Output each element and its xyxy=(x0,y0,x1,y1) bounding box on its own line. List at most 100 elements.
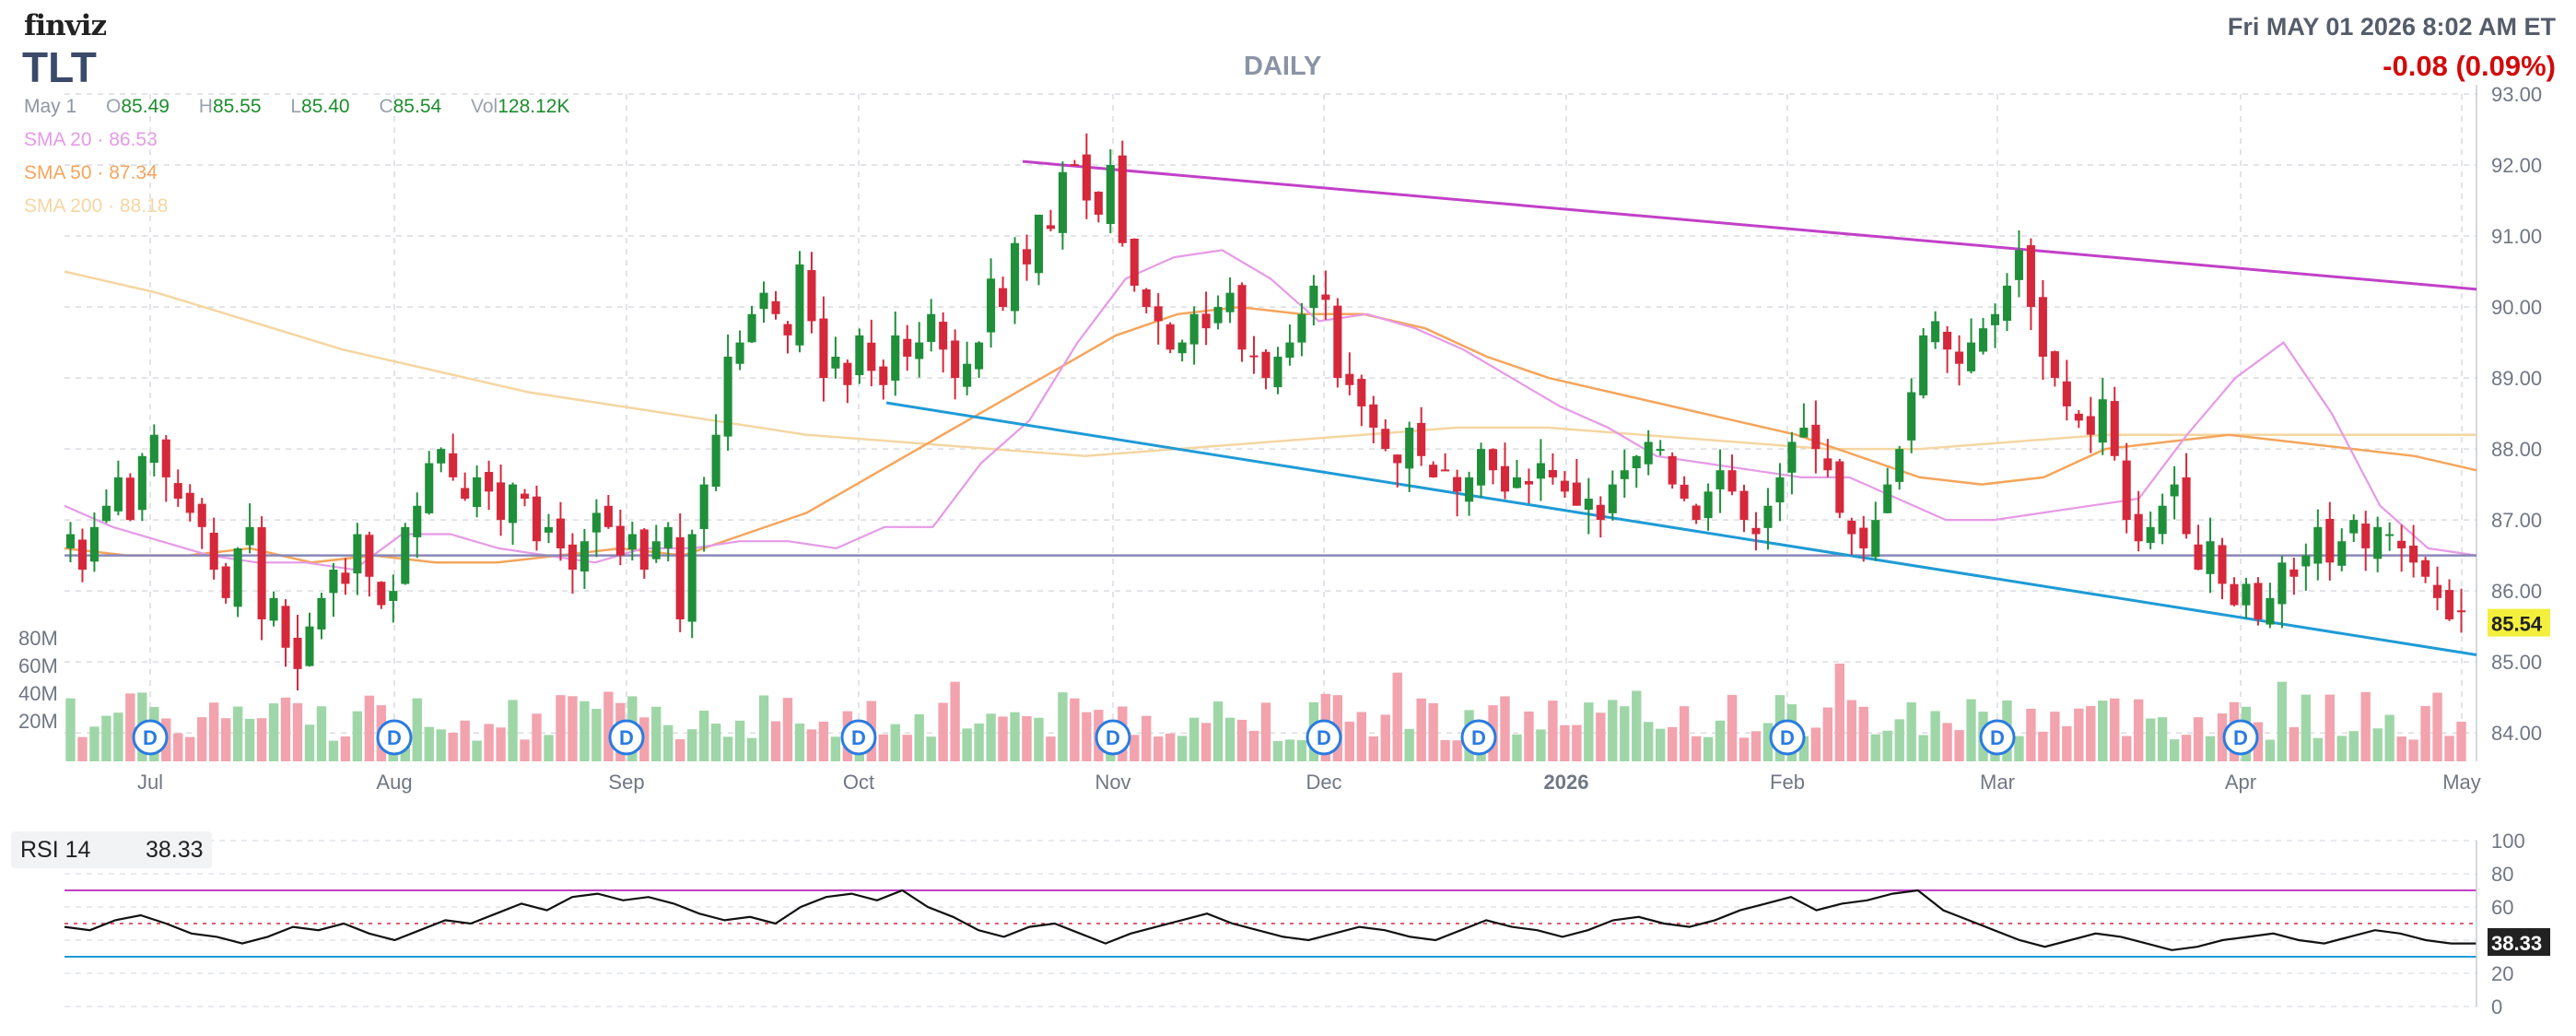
dividend-letter: D xyxy=(1471,726,1486,749)
sma20-legend[interactable]: SMA 20 · 86.53 xyxy=(24,129,158,150)
candle-body xyxy=(1895,449,1904,482)
volume-bar xyxy=(1236,719,1247,761)
volume-bar xyxy=(746,737,757,761)
candle-body xyxy=(699,484,708,529)
candle-body xyxy=(1082,154,1091,201)
volume-bar xyxy=(1188,717,1200,761)
candle-body xyxy=(449,453,458,477)
candle-body xyxy=(293,637,302,669)
finviz-logo[interactable]: finviz xyxy=(24,9,107,42)
candle-body xyxy=(651,541,661,559)
volume-bar xyxy=(280,697,291,761)
candle-body xyxy=(389,591,398,601)
candle-body xyxy=(485,471,494,492)
rsi-tick-label: 80 xyxy=(2491,863,2513,886)
candle-body xyxy=(1727,470,1737,492)
candle-body xyxy=(999,288,1008,308)
candle-body xyxy=(867,342,876,371)
volume-bar xyxy=(914,713,924,761)
volume-bar xyxy=(1130,735,1140,761)
candle-body xyxy=(1189,313,1199,345)
dividend-marker-dec: D xyxy=(1306,719,1342,756)
volume-bar xyxy=(1608,700,1618,761)
volume-bar xyxy=(580,700,590,761)
candle-body xyxy=(1931,321,1940,343)
volume-bar xyxy=(2265,739,2276,761)
candle-body xyxy=(1500,465,1510,492)
volume-bar xyxy=(2360,691,2371,761)
volume-bar xyxy=(2408,739,2418,761)
candle-body xyxy=(1453,477,1462,492)
rsi-legend-box[interactable] xyxy=(11,831,212,868)
volume-bar xyxy=(2193,717,2204,761)
candle-body xyxy=(1345,373,1354,385)
candle-body xyxy=(425,463,434,513)
volume-tick-label: 80M xyxy=(18,627,58,650)
price-tick-label: 88.00 xyxy=(2491,438,2542,461)
candle-body xyxy=(2086,416,2095,435)
candle-body xyxy=(1919,335,1928,395)
volume-bar xyxy=(1392,672,1402,761)
volume-bar xyxy=(2014,736,2024,761)
candlesticks xyxy=(65,133,2466,691)
volume-bar xyxy=(2396,736,2406,761)
volume-bar xyxy=(830,736,841,761)
candle-body xyxy=(2218,545,2227,584)
candle-body xyxy=(1704,491,1713,519)
volume-bar xyxy=(687,729,697,761)
volume-bar xyxy=(1560,724,1570,761)
volume-bar xyxy=(986,713,996,761)
volume-bar xyxy=(328,740,339,761)
dividend-letter: D xyxy=(619,726,634,749)
volume-bar xyxy=(1404,728,1414,761)
sma200-legend[interactable]: SMA 200 · 88.18 xyxy=(24,195,169,217)
volume-bar xyxy=(77,736,88,761)
candle-body xyxy=(1644,441,1653,465)
chart-grid xyxy=(64,85,2477,761)
candle-body xyxy=(1201,313,1211,329)
volume-bar xyxy=(2181,735,2192,761)
dividend-letter: D xyxy=(2233,726,2248,749)
candle-body xyxy=(1381,429,1390,450)
candle-body xyxy=(1943,331,1952,350)
rsi-tick-label: 60 xyxy=(2491,896,2513,919)
volume-bar xyxy=(268,703,279,761)
volume-bar xyxy=(1034,717,1044,761)
candle-body xyxy=(317,597,326,630)
volume-bar xyxy=(173,733,183,761)
candle-body xyxy=(1512,477,1522,489)
candle-body xyxy=(1357,379,1366,406)
timeframe-label[interactable]: DAILY xyxy=(1244,52,1322,81)
candle-body xyxy=(879,366,888,385)
volume-bar xyxy=(1762,723,1774,761)
candle-body xyxy=(2074,413,2083,421)
candle-body xyxy=(987,278,996,333)
dividend-icon xyxy=(1095,719,1131,756)
ticker-symbol: TLT xyxy=(22,43,97,91)
candle-body xyxy=(1118,155,1127,243)
volume-label: Vol xyxy=(471,96,498,117)
candle-body xyxy=(2361,524,2371,548)
price-tick-label: 93.00 xyxy=(2491,83,2542,106)
candle-body xyxy=(2325,518,2335,563)
volume-bar xyxy=(782,698,793,761)
volume-bars xyxy=(65,664,2466,761)
volume-bar xyxy=(113,712,123,761)
candle-body xyxy=(759,292,768,310)
sma50-value: 87.34 xyxy=(109,162,158,183)
date-axis: Jul Aug Sep Oct Nov Dec 2026 Feb Mar Apr May xyxy=(137,771,2481,794)
candle-body xyxy=(101,505,111,522)
candle-body xyxy=(2289,569,2299,577)
dividend-icon xyxy=(840,719,877,756)
candle-body xyxy=(1596,504,1605,521)
volume-bar xyxy=(710,724,721,761)
candle-body xyxy=(209,532,218,571)
candle-body xyxy=(723,356,732,437)
sma50-legend[interactable]: SMA 50 · 87.34 xyxy=(24,162,158,183)
candle-body xyxy=(2433,584,2442,598)
volume-bar xyxy=(1954,730,1964,761)
volume-bar xyxy=(2133,699,2144,761)
candle-body xyxy=(819,318,828,379)
